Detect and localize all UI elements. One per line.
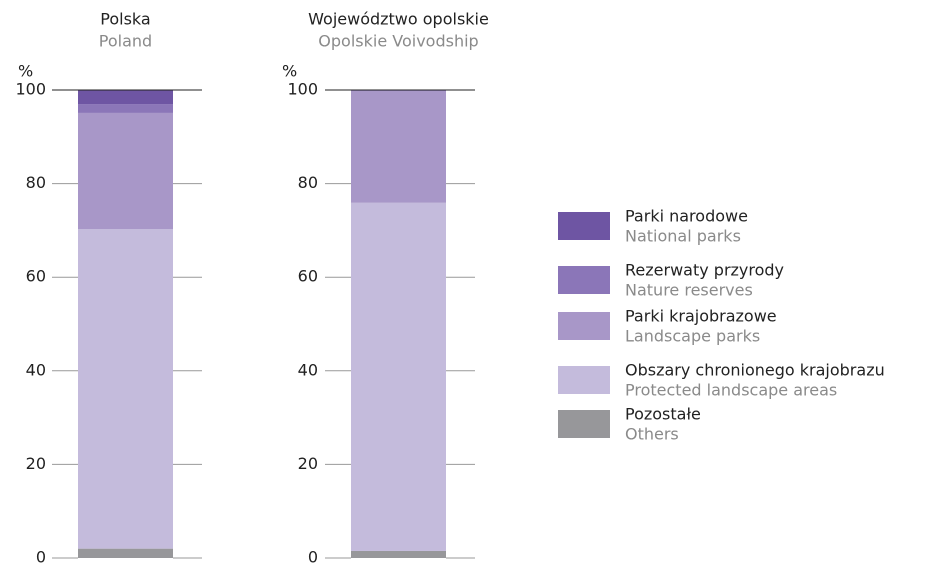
y-tick-label: 20 (26, 454, 46, 473)
y-tick-label: 40 (298, 360, 318, 379)
y-tick-label: 100 (15, 80, 46, 99)
bar-segment (351, 202, 446, 551)
bar-segment (78, 104, 173, 113)
bar-segment (351, 90, 446, 203)
y-tick-label: 0 (36, 548, 46, 564)
legend-swatch (558, 266, 610, 294)
legend-label-en: Others (625, 425, 679, 444)
y-tick-label: 80 (298, 173, 318, 192)
legend-label: Obszary chronionego krajobrazu (625, 361, 885, 380)
legend-label-en: Landscape parks (625, 327, 760, 346)
legend-swatch (558, 212, 610, 240)
y-tick-label: 100 (287, 80, 318, 99)
chart-title: Polska (100, 10, 150, 29)
bar-segment (78, 228, 173, 549)
y-tick-label: 20 (298, 454, 318, 473)
chart-title: Województwo opolskie (308, 10, 489, 29)
legend-swatch (558, 410, 610, 438)
legend-label-en: National parks (625, 227, 741, 246)
bar-segment (351, 550, 446, 558)
bar-segment (78, 90, 173, 105)
y-tick-label: 60 (26, 267, 46, 286)
legend-swatch (558, 312, 610, 340)
y-axis-label: % (282, 62, 297, 81)
chart-subtitle: Poland (99, 32, 152, 51)
y-tick-label: 60 (298, 267, 318, 286)
y-axis-label: % (18, 62, 33, 81)
legend-label: Rezerwaty przyrody (625, 261, 784, 280)
y-tick-label: 40 (26, 360, 46, 379)
y-tick-label: 80 (26, 173, 46, 192)
legend-label-en: Nature reserves (625, 281, 753, 300)
legend-label-en: Protected landscape areas (625, 381, 837, 400)
chart-subtitle: Opolskie Voivodship (318, 32, 478, 51)
bar-segment (78, 548, 173, 558)
legend-label: Parki narodowe (625, 207, 748, 226)
y-tick-label: 0 (308, 548, 318, 564)
legend-swatch (558, 366, 610, 394)
bar-segment (78, 112, 173, 229)
legend-label: Pozostałe (625, 405, 701, 424)
legend-label: Parki krajobrazowe (625, 307, 777, 326)
